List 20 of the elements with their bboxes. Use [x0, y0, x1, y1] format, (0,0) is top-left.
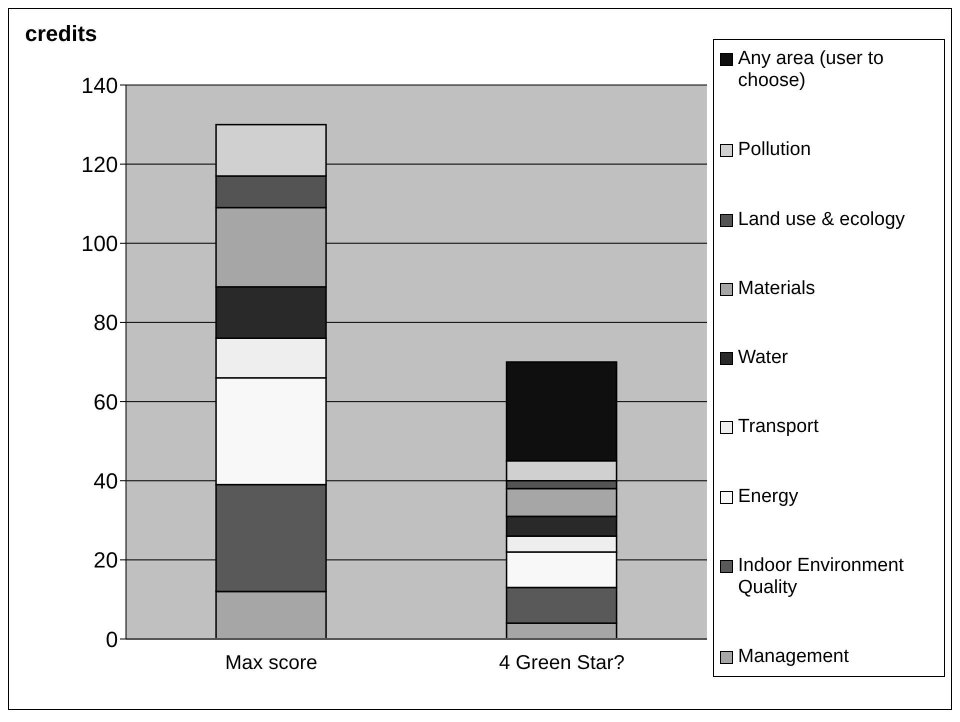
- y-tick-label: 40: [94, 468, 118, 494]
- legend-label: Land use & ecology: [738, 208, 905, 230]
- y-tick-label: 60: [94, 389, 118, 414]
- legend-label: Indoor Environment Quality: [738, 554, 905, 599]
- legend-label: Pollution: [738, 139, 811, 162]
- x-tick-label: 4 Green Star?: [498, 652, 625, 674]
- y-tick-label: 140: [81, 72, 118, 98]
- y-tick-label: 0: [106, 626, 118, 652]
- y-tick-label: 120: [81, 152, 118, 177]
- y-tick-label: 100: [81, 231, 118, 256]
- y-axis-title: credits: [25, 21, 98, 47]
- legend-label: Any area (user to choose): [738, 48, 885, 92]
- legend-label: Water: [738, 347, 788, 369]
- legend-label: Transport: [738, 416, 819, 438]
- y-tick-label: 20: [94, 548, 118, 573]
- x-tick-label: Max score: [225, 652, 318, 674]
- y-tick-label: 80: [94, 310, 118, 336]
- legend-label: Materials: [738, 278, 816, 300]
- legend-label: Energy: [738, 486, 798, 508]
- legend-label: Management: [738, 646, 849, 668]
